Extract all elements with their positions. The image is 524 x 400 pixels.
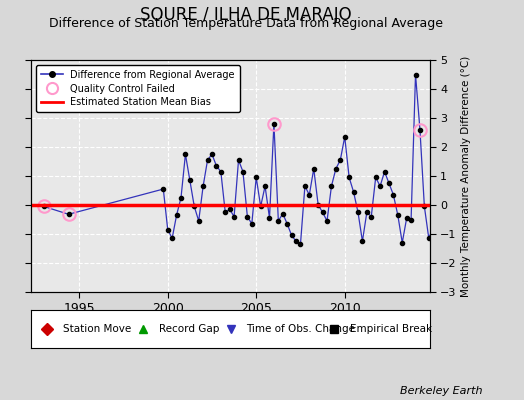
Y-axis label: Monthly Temperature Anomaly Difference (°C): Monthly Temperature Anomaly Difference (…: [461, 55, 471, 297]
Legend: Difference from Regional Average, Quality Control Failed, Estimated Station Mean: Difference from Regional Average, Qualit…: [36, 65, 239, 112]
Text: Record Gap: Record Gap: [159, 324, 219, 334]
Text: Empirical Break: Empirical Break: [350, 324, 432, 334]
Text: Time of Obs. Change: Time of Obs. Change: [246, 324, 355, 334]
Text: Berkeley Earth: Berkeley Earth: [400, 386, 482, 396]
Text: Difference of Station Temperature Data from Regional Average: Difference of Station Temperature Data f…: [49, 17, 443, 30]
Text: SOURE / ILHA DE MARAJO: SOURE / ILHA DE MARAJO: [140, 6, 352, 24]
Text: Station Move: Station Move: [63, 324, 132, 334]
